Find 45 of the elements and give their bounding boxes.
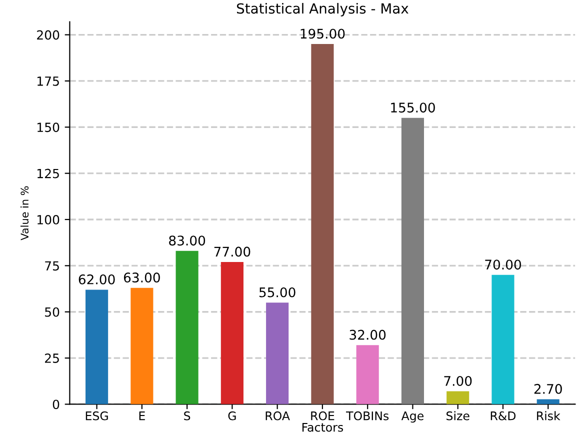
data-label: 83.00	[169, 236, 206, 246]
data-label: 63.00	[124, 272, 160, 283]
x-tick-label: Risk	[537, 411, 560, 420]
bar	[266, 302, 289, 404]
x-tick-label: Size	[446, 411, 470, 420]
bar	[176, 250, 198, 404]
x-tick-label: ESG	[86, 411, 108, 420]
bar	[220, 262, 244, 404]
data-label: 77.00	[214, 246, 250, 257]
y-tick-label: 50	[45, 307, 60, 317]
y-tick-label: 75	[45, 261, 59, 271]
bar	[130, 288, 154, 404]
data-label: 32.00	[350, 330, 386, 340]
bar	[492, 274, 514, 404]
bar	[446, 391, 470, 404]
y-tick-label: 25	[45, 354, 59, 363]
x-tick-label: E	[139, 412, 145, 420]
bar	[86, 290, 108, 404]
bar	[311, 44, 334, 404]
x-tick-label: S	[184, 411, 190, 420]
x-tick-label: R&D	[490, 411, 516, 420]
x-axis-title: Factors	[302, 422, 344, 432]
x-tick-label: ROE	[311, 411, 334, 420]
data-label: 7.00	[444, 376, 472, 386]
data-label: 195.00	[300, 28, 345, 39]
x-tick-label: TOBINs	[346, 411, 389, 420]
chart-title: Statistical Analysis - Max	[236, 2, 408, 16]
y-axis-title: Value in %	[20, 186, 29, 240]
y-tick-label: 150	[38, 122, 60, 132]
bar	[401, 118, 424, 404]
y-tick-label: 125	[38, 168, 59, 178]
bar	[536, 399, 560, 404]
data-label: 2.70	[534, 384, 562, 394]
data-label: 70.00	[485, 260, 521, 270]
x-tick-label: G	[228, 411, 236, 420]
data-label: 62.00	[78, 274, 115, 284]
y-tick-label: 175	[38, 76, 59, 86]
y-tick-label: 100	[38, 214, 60, 224]
x-tick-label: ROA	[266, 411, 290, 420]
x-tick-label: Age	[401, 412, 424, 423]
bar	[356, 345, 379, 404]
y-tick-label: 200	[37, 30, 60, 40]
y-tick-label: 0	[52, 400, 60, 410]
data-label: 55.00	[259, 287, 296, 298]
data-label: 155.00	[391, 102, 435, 113]
